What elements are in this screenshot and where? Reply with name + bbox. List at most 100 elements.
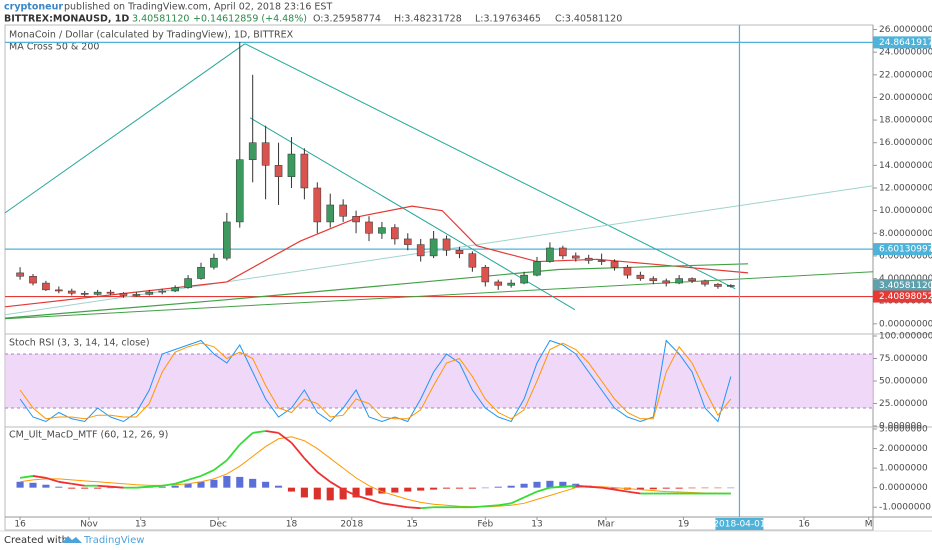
macd-hist [68,487,76,489]
candle-body [197,266,205,279]
candle-body [507,282,515,286]
candle-body [93,291,102,295]
macd-segment [213,459,228,471]
footer-brand[interactable]: TradingView [83,535,144,546]
y-tick-label: 4.00000000 [879,274,932,284]
symbol: BITTREX:MONAUSD, 1D [4,14,129,25]
y-tick-label: 0.0000000 [879,483,928,493]
macd-hist [42,484,50,488]
candle-body [80,293,89,295]
y-tick-label: 14.00000000 [879,161,932,171]
macd-segment [420,506,434,510]
macd-segment [162,482,176,487]
candle-body [119,293,128,296]
macd-hist [714,487,722,489]
candle-body [714,283,722,287]
x-tick-label: 2018 [340,520,363,530]
y-tick-label: 50.000000 [879,377,928,387]
macd-hist [262,481,270,488]
candle-body [688,278,696,282]
candle-body [546,247,554,262]
macd-hist [430,487,438,490]
macd-hist [468,487,476,489]
price-label: 3.40581120 [879,281,932,291]
macd-hist [727,487,735,489]
macd-segment [239,432,254,446]
author[interactable]: cryptoneur [4,2,63,13]
macd-segment [575,484,589,488]
candle-body [481,266,490,283]
price-label-box [873,243,931,256]
candle-body [391,227,399,240]
chart-title: MonaCoin / Dollar (calculated by Trading… [9,30,294,41]
macd-hist [378,487,386,494]
candle-body [326,204,335,223]
macd-hist [249,478,257,488]
y-tick-label: 18.00000000 [879,116,932,126]
macd-segment [32,475,47,479]
macd-segment [472,505,486,509]
macd-hist [81,487,89,489]
candle-body [132,294,141,296]
candle-body [494,281,503,286]
macd-segment [510,496,525,505]
y-tick-label: 20.00000000 [879,93,932,103]
ma-legend: MA Cross 50 & 200 [9,42,99,53]
candle-body [533,261,541,276]
candle-body [106,291,115,294]
change: +0.14612859 (+4.48%) [193,14,307,25]
macd-segment [71,482,85,487]
macd-hist [533,481,541,488]
macd-hist [675,487,683,489]
candle-body [287,153,296,177]
macd-segment [498,502,512,507]
x-tick-label: 19 [678,520,690,530]
macd-segment [265,430,279,434]
macd-segment [200,469,215,477]
candle-body [171,287,179,292]
price-label: 2.40898052 [879,292,932,302]
macd-segment [303,457,318,473]
x-tick-label: 16 [798,520,810,530]
candle-body [55,289,63,292]
y-tick-label: 0.000000 [879,422,922,432]
macd-segment [381,502,395,507]
price-label: 24.86419175 [879,38,932,48]
high: H:3.48231728 [394,14,462,25]
macd-segment [110,485,124,489]
y-tick-label: 6.00000000 [879,251,932,261]
macd-hist [365,487,373,496]
macd-segment [45,477,60,483]
macd-segment [97,484,111,488]
macd-signal [20,436,731,508]
x-tick-label: Mar [597,520,614,530]
last: 3.40581120 [132,14,189,25]
candle-body [571,255,580,259]
published: published on TradingView.com, April 02, … [64,2,332,13]
candle-body [468,253,477,268]
candle-body [416,244,425,257]
stoch-legend: Stoch RSI (3, 3, 14, 14, close) [9,338,150,349]
macd-segment [536,486,551,493]
macd-hist [184,483,192,488]
macd-segment [485,504,499,508]
low: L:3.19763465 [475,14,541,25]
candle-body [42,282,50,291]
macd-hist [391,487,399,493]
candle-body [520,274,528,284]
macd-hist [55,486,63,488]
cursor-label: 2018-04-01 [713,520,765,530]
candle-body [16,272,24,277]
candle-body [623,266,632,276]
macd-hist [442,487,451,489]
macd-hist [171,485,179,488]
macd-hist [313,487,321,500]
macd-hist [119,487,128,489]
macd-segment [136,485,150,489]
x-tick-label: Feb [477,520,493,530]
candle-body [313,187,322,223]
x-tick-label: Nov [80,520,98,530]
y-tick-label: 100.000000 [879,332,932,342]
macd-segment [627,490,641,495]
